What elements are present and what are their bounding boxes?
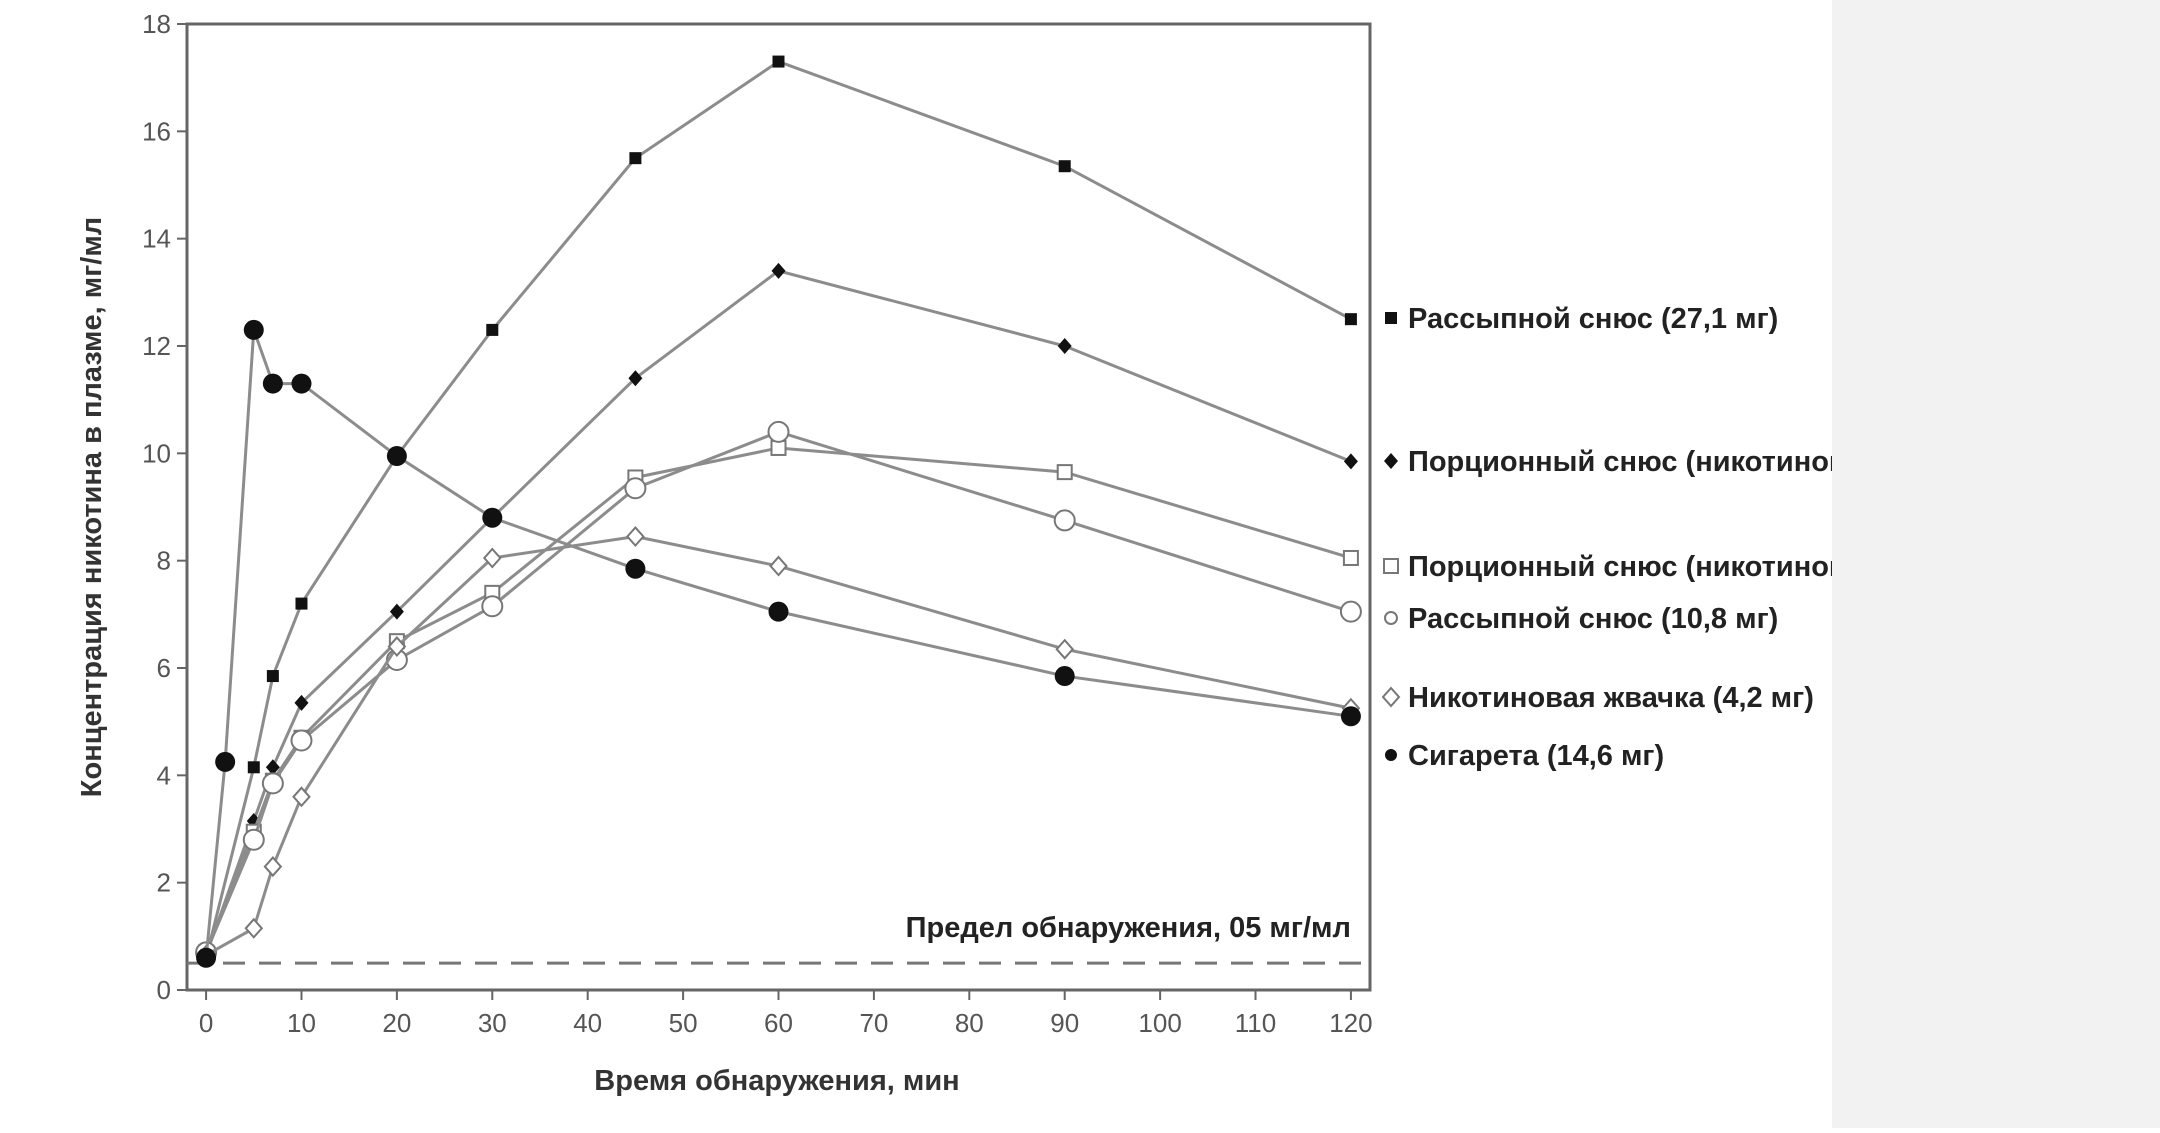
- data-point: [291, 373, 312, 394]
- legend-marker: [1384, 611, 1398, 625]
- side-panel: [1832, 0, 2160, 1128]
- legend-marker: [1385, 312, 1397, 324]
- legend-label: Никотиновая жвачка (4,2 мг): [1408, 682, 1814, 714]
- y-tick-label: 2: [157, 868, 171, 898]
- x-tick-label: 40: [573, 1008, 602, 1038]
- y-tick-label: 8: [157, 546, 171, 576]
- data-point: [767, 420, 790, 443]
- legend-item: Рассыпной снюс (10,8 мг): [1384, 603, 1778, 635]
- data-point: [247, 761, 260, 774]
- y-tick-label: 12: [142, 331, 171, 361]
- legend-label: Рассыпной снюс (27,1 мг): [1408, 303, 1778, 335]
- data-point: [265, 759, 280, 776]
- data-point: [486, 323, 499, 336]
- data-point: [292, 786, 311, 808]
- data-point: [1342, 549, 1359, 566]
- y-tick-label: 16: [142, 116, 171, 146]
- y-tick-label: 18: [142, 9, 171, 39]
- data-point: [1340, 706, 1361, 727]
- x-tick-label: 110: [1235, 1008, 1276, 1038]
- legend-marker: [1384, 453, 1398, 469]
- y-tick-label: 0: [157, 975, 171, 1005]
- x-axis-title: Время обнаружения, мин: [594, 1065, 959, 1097]
- data-point: [772, 55, 785, 68]
- ticks-layer: 0 10 20 30 40 50 60 70 80 90 100 110 120 0 2 4 6 8 10 12 14 1…: [142, 9, 1373, 1038]
- data-point: [768, 601, 789, 622]
- y-tick-label: 4: [157, 760, 171, 790]
- data-point: [1053, 509, 1076, 532]
- data-point: [261, 772, 284, 795]
- data-point: [1056, 464, 1073, 481]
- legend-label: Рассыпной снюс (10,8 мг): [1408, 603, 1778, 635]
- x-tick-label: 20: [382, 1008, 411, 1038]
- data-point: [482, 507, 503, 528]
- data-point: [1339, 600, 1362, 623]
- data-point: [263, 856, 283, 878]
- legend-marker: [1383, 558, 1399, 574]
- data-point: [243, 319, 264, 340]
- data-point: [290, 729, 313, 752]
- series-layer: [195, 55, 1362, 968]
- data-point: [196, 947, 217, 968]
- series-line: [204, 430, 1352, 954]
- data-point: [770, 439, 787, 456]
- y-tick-label: 6: [157, 653, 171, 683]
- legend-item: Сигарета (14,6 мг): [1385, 740, 1664, 772]
- data-point: [629, 152, 642, 165]
- x-tick-label: 10: [287, 1008, 316, 1038]
- data-point: [1057, 338, 1072, 354]
- data-point: [628, 370, 643, 387]
- series-6: [196, 319, 1361, 968]
- data-point: [215, 751, 236, 772]
- y-tick-label: 10: [142, 438, 171, 468]
- data-point: [389, 603, 404, 620]
- data-point: [266, 670, 279, 683]
- series-line: [205, 534, 1352, 957]
- data-point: [769, 555, 788, 577]
- data-point: [482, 547, 502, 569]
- data-point: [625, 558, 646, 579]
- data-point: [387, 636, 407, 658]
- x-tick-label: 100: [1138, 1008, 1181, 1038]
- data-point: [481, 595, 504, 618]
- data-point: [294, 694, 309, 711]
- x-tick-label: 80: [955, 1008, 984, 1038]
- data-point: [1343, 453, 1358, 470]
- data-point: [1058, 160, 1071, 173]
- series-line: [204, 446, 1352, 953]
- detection-limit-label: Предел обнаружения, 05 мг/мл: [906, 912, 1351, 944]
- data-point: [771, 262, 786, 279]
- series-4: [195, 420, 1362, 964]
- data-point: [624, 477, 647, 500]
- legend-label: Сигарета (14,6 мг): [1408, 740, 1664, 772]
- data-point: [295, 597, 308, 610]
- x-tick-label: 50: [669, 1008, 698, 1038]
- y-tick-label: 14: [142, 224, 171, 254]
- x-tick-label: 60: [764, 1008, 793, 1038]
- plot-frame: [185, 22, 1372, 992]
- data-point: [262, 373, 283, 394]
- data-point: [1344, 313, 1357, 326]
- data-point: [244, 917, 264, 939]
- data-point: [626, 526, 645, 548]
- data-point: [1054, 666, 1075, 687]
- data-point: [1055, 638, 1075, 660]
- series-line: [204, 269, 1352, 956]
- x-tick-label: 0: [199, 1008, 213, 1038]
- threshold-layer: Предел обнаружения, 05 мг/мл: [187, 912, 1370, 965]
- legend-item: Рассыпной снюс (27,1 мг): [1385, 303, 1778, 335]
- legend-marker: [1381, 686, 1401, 708]
- x-tick-label: 30: [478, 1008, 507, 1038]
- y-axis-title: Концентрация никотина в плазме, мг/мл: [76, 217, 108, 797]
- series-line: [204, 59, 1352, 959]
- x-tick-label: 90: [1050, 1008, 1079, 1038]
- legend-marker: [1385, 749, 1397, 761]
- x-tick-label: 70: [859, 1008, 888, 1038]
- x-tick-label: 120: [1329, 1008, 1372, 1038]
- legend-item: Никотиновая жвачка (4,2 мг): [1381, 682, 1814, 714]
- data-point: [386, 446, 407, 467]
- data-point: [242, 828, 265, 851]
